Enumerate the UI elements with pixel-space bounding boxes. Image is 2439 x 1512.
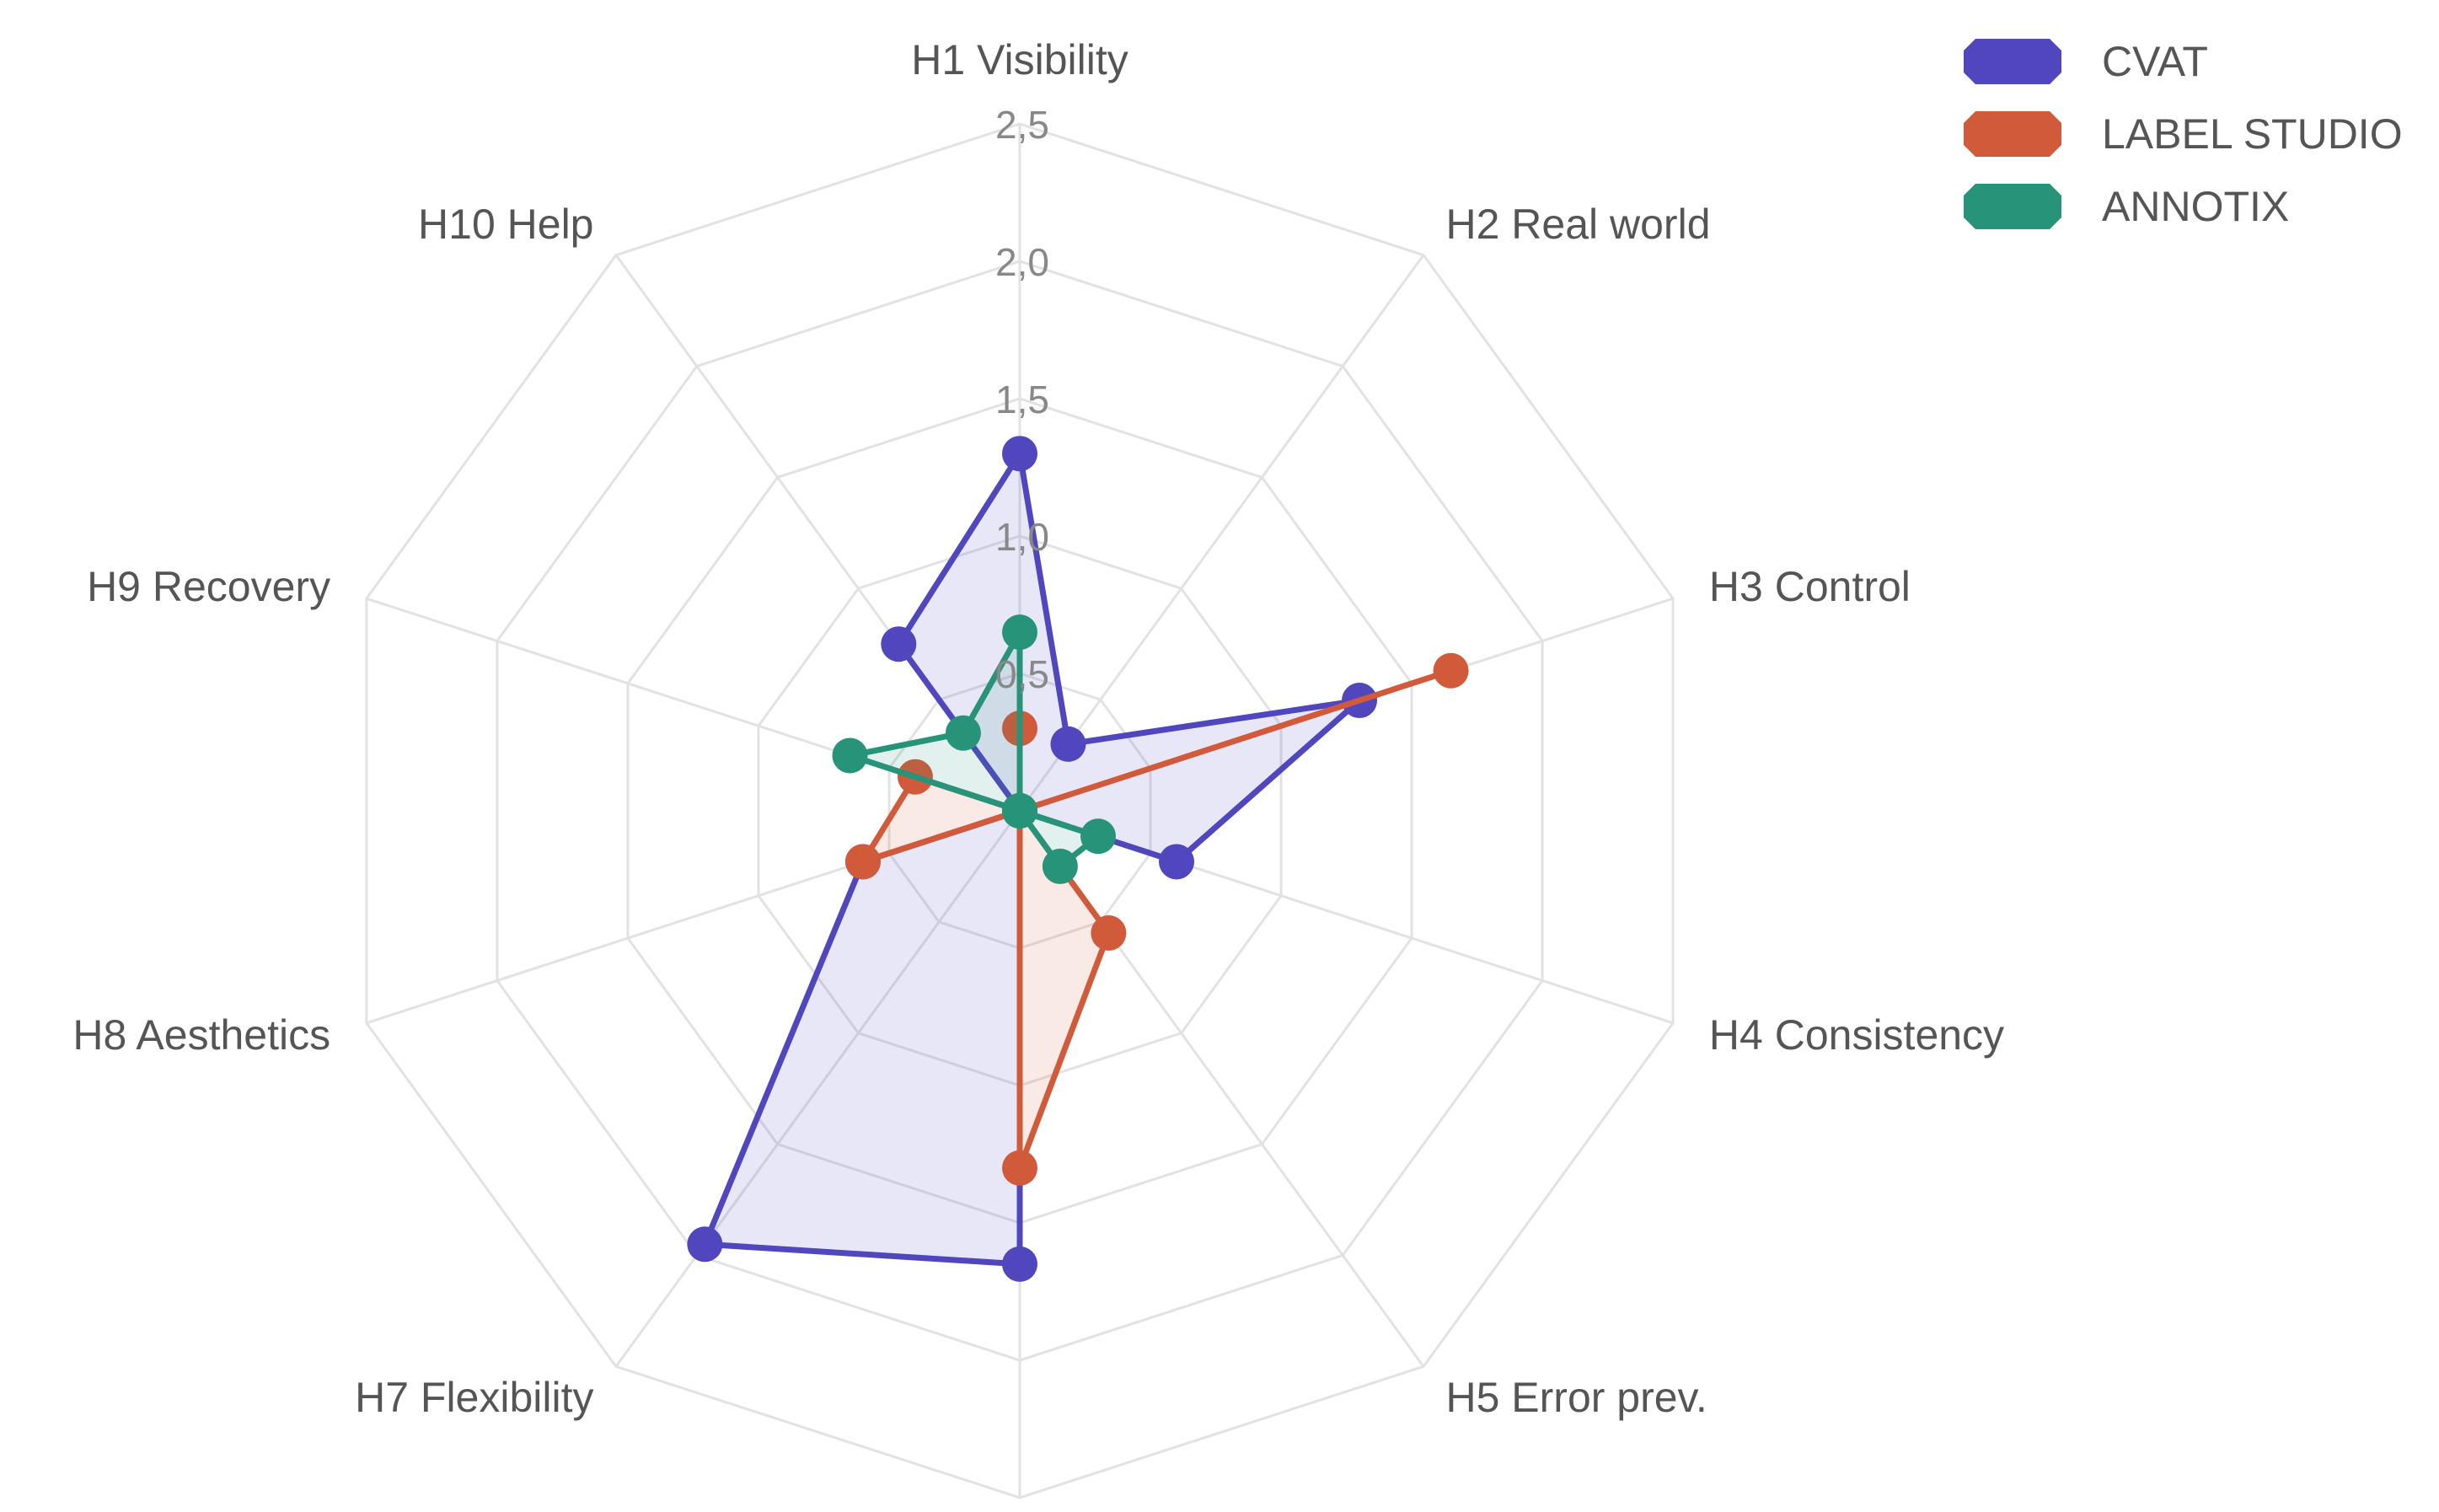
legend-item-label-studio[interactable]: LABEL STUDIO: [1964, 98, 2436, 170]
axis-labels: H1 Visibility H2 Real world H3 Control H4 C…: [72, 36, 2004, 1421]
axis-label-h8: H8 Aesthetics: [72, 1011, 330, 1059]
legend-label: ANNOTIX: [2102, 183, 2290, 230]
radial-ticks: 0,5 1,0 1,5 2,0 2,5: [995, 103, 1049, 696]
tick-label: 1,5: [995, 378, 1049, 421]
legend: CVAT LABEL STUDIO ANNOTIX: [1964, 25, 2436, 243]
point-label-studio-h6[interactable]: [1002, 1150, 1037, 1186]
point-label-studio-h8[interactable]: [844, 844, 881, 880]
grid-spoke-7: [614, 810, 1021, 1368]
series-annotix: [832, 614, 1117, 884]
point-cvat-h7[interactable]: [687, 1226, 723, 1263]
axis-label-h3: H3 Control: [1709, 563, 1911, 610]
axis-label-h10: H10 Help: [418, 201, 593, 248]
legend-label: CVAT: [2102, 38, 2208, 85]
legend-swatch: [1964, 184, 2061, 229]
point-annotix-h5[interactable]: [1042, 848, 1078, 884]
axis-label-h5: H5 Error prev.: [1445, 1374, 1707, 1421]
legend-swatch: [1964, 39, 2061, 84]
tick-label: 1,0: [995, 515, 1049, 559]
axis-label-h2: H2 Real world: [1445, 201, 1710, 248]
point-annotix-h4[interactable]: [1080, 818, 1117, 855]
legend-item-cvat[interactable]: CVAT: [1964, 25, 2436, 98]
legend-item-annotix[interactable]: ANNOTIX: [1964, 170, 2436, 243]
legend-swatch: [1964, 111, 2061, 157]
point-annotix-h10[interactable]: [945, 715, 981, 751]
radar-series: [687, 436, 1469, 1282]
point-cvat-h10[interactable]: [881, 626, 917, 662]
tick-label: 2,5: [995, 103, 1049, 147]
point-cvat-h6[interactable]: [1002, 1246, 1037, 1282]
point-cvat-h2[interactable]: [1050, 726, 1086, 762]
axis-label-h9: H9 Recovery: [87, 563, 330, 610]
point-annotix-h1[interactable]: [1002, 614, 1037, 651]
legend-label: LABEL STUDIO: [2102, 110, 2403, 158]
tick-label: 0,5: [995, 652, 1049, 696]
point-annotix-h9[interactable]: [832, 737, 868, 774]
axis-label-h4: H4 Consistency: [1709, 1011, 2004, 1059]
axis-label-h1: H1 Visibility: [911, 36, 1128, 83]
point-cvat-h1[interactable]: [1002, 436, 1037, 472]
grid-spoke-2: [1018, 254, 1425, 812]
point-cvat-h4[interactable]: [1159, 844, 1195, 880]
point-label-studio-h5[interactable]: [1091, 915, 1127, 952]
point-annotix-h8[interactable]: [1002, 793, 1037, 828]
point-label-studio-h3[interactable]: [1433, 652, 1469, 689]
axis-label-h7: H7 Flexibility: [355, 1374, 593, 1421]
tick-label: 2,0: [995, 240, 1049, 284]
